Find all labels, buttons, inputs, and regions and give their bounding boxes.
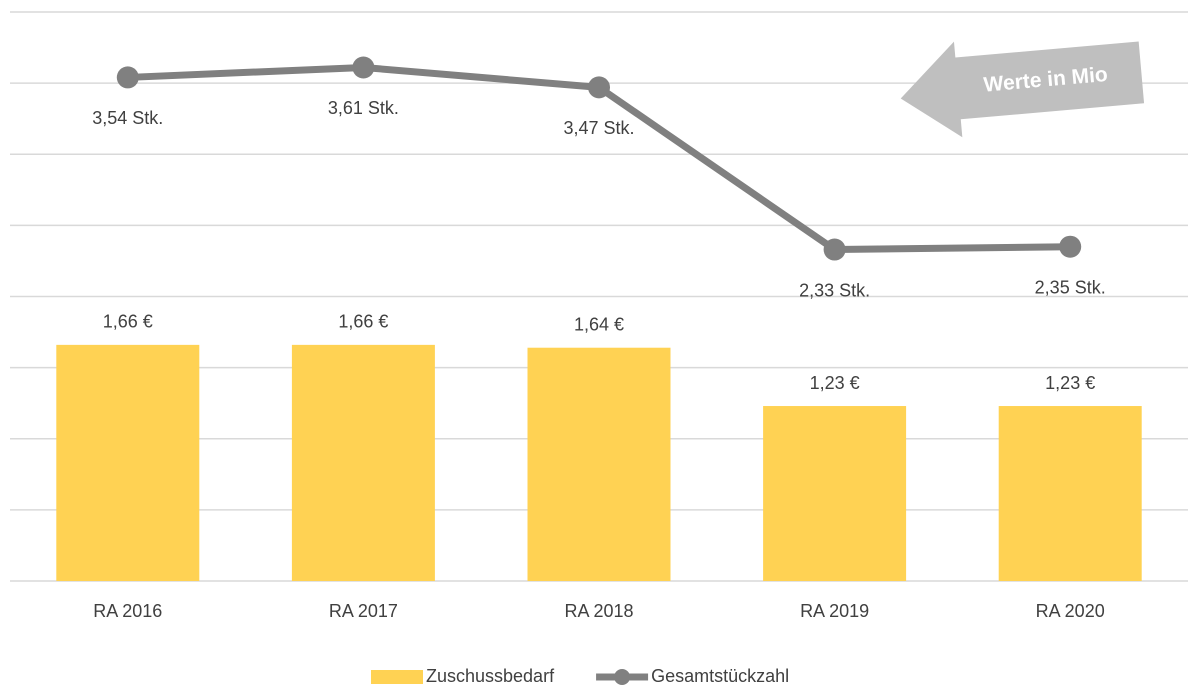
line-label: 3,47 Stk. bbox=[563, 118, 634, 138]
x-tick-label: RA 2020 bbox=[1036, 601, 1105, 621]
x-tick-label: RA 2017 bbox=[329, 601, 398, 621]
line-label: 2,33 Stk. bbox=[799, 280, 870, 300]
legend-label: Zuschussbedarf bbox=[426, 666, 555, 686]
labels: RA 2016 RA 2017 RA 2018 RA 2019 RA 2020 1,66 … bbox=[92, 98, 1105, 621]
x-tick-label: RA 2019 bbox=[800, 601, 869, 621]
bar bbox=[291, 344, 435, 581]
bar-label: 1,66 € bbox=[338, 312, 388, 332]
line-label: 3,54 Stk. bbox=[92, 108, 163, 128]
lines bbox=[116, 56, 1082, 261]
x-tick-label: RA 2016 bbox=[93, 601, 162, 621]
bar bbox=[527, 347, 671, 581]
bar bbox=[998, 406, 1142, 581]
line-marker bbox=[823, 238, 846, 261]
legend-label: Gesamtstückzahl bbox=[651, 666, 789, 686]
line-marker bbox=[352, 56, 375, 79]
line-marker bbox=[588, 76, 610, 99]
grid bbox=[10, 11, 1188, 582]
line-marker bbox=[1059, 235, 1082, 258]
bar-label: 1,64 € bbox=[574, 314, 624, 334]
line-marker bbox=[116, 66, 139, 89]
bar-label: 1,23 € bbox=[810, 373, 860, 393]
legend: Zuschussbedarf Gesamtstückzahl bbox=[371, 666, 789, 686]
legend-swatch bbox=[371, 670, 423, 684]
bar-label: 1,66 € bbox=[103, 312, 153, 332]
line-label: 2,35 Stk. bbox=[1035, 277, 1106, 297]
arrow-shape bbox=[900, 41, 1145, 138]
annotation-arrow: Werte in Mio bbox=[900, 41, 1145, 138]
bar-label: 1,23 € bbox=[1045, 373, 1095, 393]
bar bbox=[56, 344, 200, 581]
x-tick-label: RA 2018 bbox=[564, 601, 633, 621]
legend-marker bbox=[614, 669, 631, 685]
line-label: 3,61 Stk. bbox=[328, 98, 399, 118]
bars bbox=[56, 344, 1142, 581]
bar bbox=[763, 406, 907, 581]
